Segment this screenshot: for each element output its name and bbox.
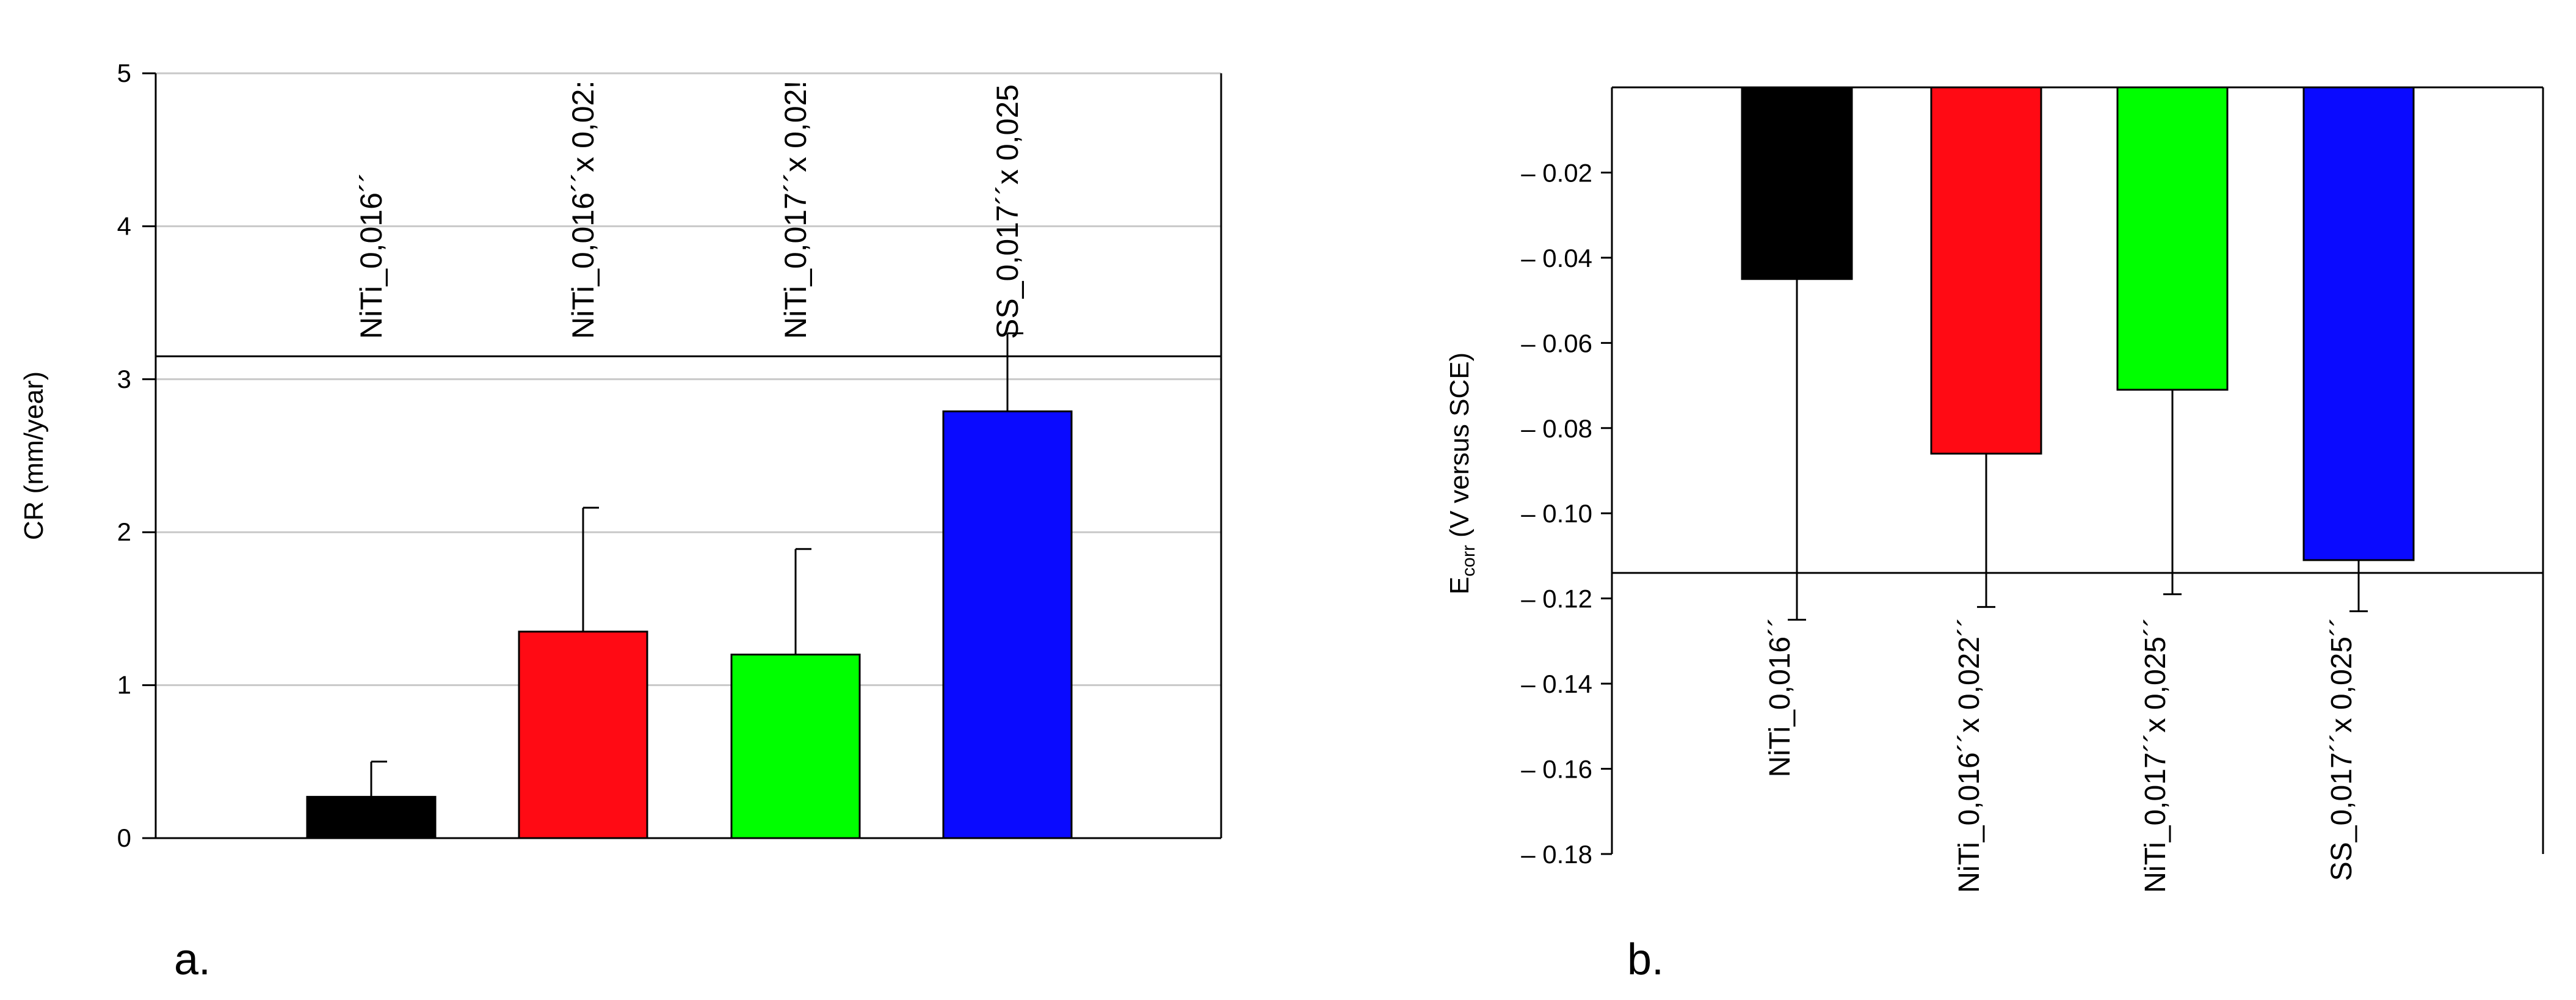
bar-a <box>306 795 437 839</box>
bar-b <box>2302 86 2415 561</box>
bar-b <box>1741 86 1853 280</box>
y-axis-label-rest-b: (V versus SCE) <box>1445 352 1475 545</box>
y-tick-label-a: 2 <box>117 517 131 546</box>
y-tick-label-b: – 0.10 <box>1521 499 1592 528</box>
category-label-a: SS_0,017´´x 0,025 <box>990 84 1025 339</box>
category-label-a: NiTi_0,016´´x 0,02: <box>566 81 600 339</box>
chart-panel-b: – 0.02 – 0.04 – 0.06 – 0.08 – 0.10 – 0.12 – 0.… <box>1445 86 2544 893</box>
panel-label-b: b. <box>1627 935 1664 984</box>
y-tick-label-a: 5 <box>117 59 131 87</box>
bar-a <box>518 630 648 839</box>
bar-b <box>2116 86 2229 391</box>
y-tick-label-a: 0 <box>117 823 131 852</box>
y-tick-label-b: – 0.02 <box>1521 158 1592 187</box>
y-tick-label-a: 4 <box>117 211 131 240</box>
category-label-a: NiTi_0,017´´x 0,02! <box>778 81 813 339</box>
y-axis-label-b: Ecorr (V versus SCE) <box>1445 352 1479 594</box>
bar-a <box>730 654 861 839</box>
bar-a <box>942 410 1073 839</box>
bar-b <box>1930 86 2042 455</box>
y-tick-label-b: – 0.14 <box>1521 670 1592 698</box>
category-label-a: NiTi_0,016´´ <box>354 172 388 339</box>
y-tick-label-b: – 0.04 <box>1521 244 1592 272</box>
y-tick-label-b: – 0.12 <box>1521 585 1592 613</box>
y-tick-label-b: – 0.16 <box>1521 755 1592 784</box>
category-label-b: NiTi_0,017´´x 0,025´´ <box>2139 617 2172 893</box>
category-label-b: SS_0,017´´x 0,025´´ <box>2326 617 2358 881</box>
category-label-b: NiTi_0,016´´x 0,022´´ <box>1953 617 1986 893</box>
y-tick-label-a: 1 <box>117 671 131 699</box>
category-label-b: NiTi_0,016´´ <box>1764 617 1796 777</box>
y-tick-label-b: – 0.06 <box>1521 329 1592 357</box>
y-axis-label-sub-b: corr <box>1459 545 1479 577</box>
y-axis-label-main-b: E <box>1445 577 1475 594</box>
panel-label-a: a. <box>174 935 211 984</box>
y-tick-label-b: – 0.18 <box>1521 840 1592 869</box>
y-tick-label-b: – 0.08 <box>1521 414 1592 443</box>
chart-panel-a: 0 1 2 3 4 5 CR (mm/year) NiTi_0,016´´ NiTi_0,016… <box>19 59 1222 852</box>
y-tick-label-a: 3 <box>117 365 131 393</box>
y-axis-label-a: CR (mm/year) <box>19 371 49 540</box>
